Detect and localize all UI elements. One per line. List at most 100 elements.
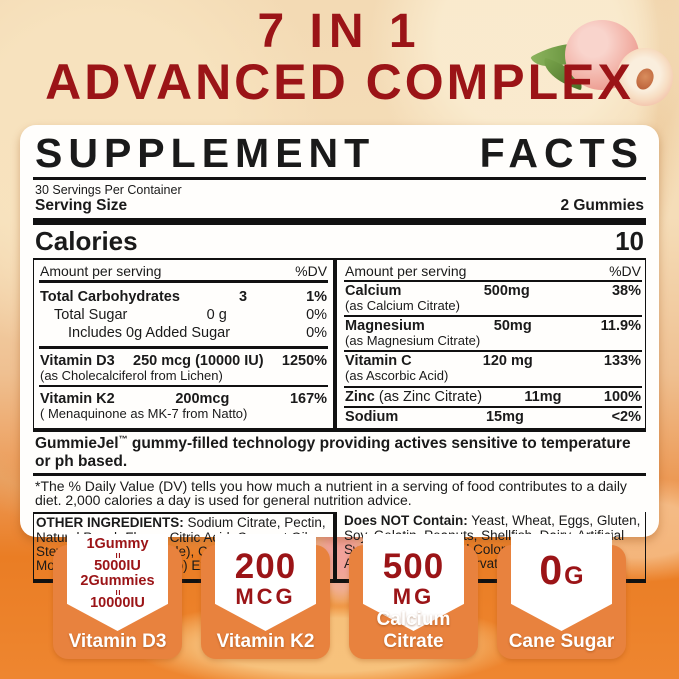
table-row: Total Sugar 0 g 0%	[39, 306, 328, 324]
nutrient-name: Magnesium	[345, 317, 425, 334]
header-line-2: ADVANCED COMPLEX	[45, 53, 634, 110]
nutrient-source: (as Zinc Citrate)	[374, 388, 483, 405]
badge-vitamin-k2: 200 MCG Vitamin K2	[201, 534, 330, 659]
nutrient-amount: 0 g	[206, 306, 227, 323]
divider	[33, 177, 646, 180]
nutrient-name: Vitamin D3	[40, 352, 115, 369]
nutrient-amount: 200mcg	[175, 390, 230, 407]
gummiejel-text: gummy-filled technology providing active…	[35, 434, 631, 470]
vitamin-c-block: Vitamin C 120 mg 133% (as Ascorbic Acid)	[344, 352, 642, 388]
calories-row: Calories 10	[33, 225, 646, 258]
badge-line: 5000IU	[94, 557, 141, 574]
badge-value: 0 G	[539, 550, 583, 591]
nutrient-dv: 1250%	[281, 352, 328, 369]
peach-icon	[525, 6, 675, 121]
nutrient-dv: 0%	[306, 324, 328, 341]
badge-line: 2Gummies	[80, 572, 155, 589]
nutrient-name: Calcium	[345, 282, 402, 299]
nutrient-name: Sodium	[345, 408, 399, 425]
nutrient-dv: <2%	[611, 408, 641, 425]
header-line-1: 7 IN 1	[257, 5, 422, 58]
calories-value: 10	[615, 225, 644, 256]
nutrient-amount: 3	[238, 288, 248, 305]
nutrient-dv: 38%	[611, 282, 641, 299]
nutrient-source: (as Cholecalciferol from Lichen)	[40, 367, 223, 383]
badge-value: 200	[234, 547, 297, 586]
nutrition-column-right: Amount per serving %DV Calcium 500mg 38%…	[337, 260, 645, 428]
badge-value: 1Gummy = 5000IU 2Gummies = 10000IU	[80, 534, 154, 611]
nutrient-dv: 133%	[603, 353, 641, 370]
serving-size-value: 2 Gummies	[560, 197, 644, 214]
nutrient-name: Zinc	[345, 388, 375, 405]
badge-label: Cane Sugar	[508, 631, 615, 652]
badge-shield: 1Gummy = 5000IU 2Gummies = 10000IU	[67, 534, 168, 631]
nutrient-name: Includes 0g Added Sugar	[68, 324, 231, 341]
badge-vitamin-d3: 1Gummy = 5000IU 2Gummies = 10000IU Vitam…	[53, 534, 182, 659]
badge-number: 0	[539, 547, 563, 593]
table-row: Magnesium 50mg 11.9%	[344, 317, 642, 335]
benefit-badges: 1Gummy = 5000IU 2Gummies = 10000IU Vitam…	[0, 534, 679, 659]
column-header: Amount per serving %DV	[39, 260, 329, 283]
other-ingredients-label: OTHER INGREDIENTS:	[36, 515, 184, 531]
table-row: Includes 0g Added Sugar 0%	[39, 324, 328, 342]
carbohydrate-group: Total Carbohydrates 3 1% Total Sugar 0 g…	[39, 283, 329, 349]
dv-header: %DV	[295, 262, 328, 279]
nutrient-name: Total Carbohydrates	[40, 288, 180, 305]
nutrient-amount: 50mg	[493, 317, 532, 334]
nutrient-dv: 167%	[289, 390, 328, 407]
sodium-block: Sodium 15mg <2%	[344, 408, 642, 426]
daily-value-footnote: *The % Daily Value (DV) tells you how mu…	[35, 477, 627, 509]
badge-label: Vitamin D3	[68, 631, 167, 652]
badge-cane-sugar: 0 G Cane Sugar	[497, 534, 626, 659]
magnesium-block: Magnesium 50mg 11.9% (as Magnesium Citra…	[344, 317, 642, 353]
amount-header: Amount per serving	[345, 262, 467, 279]
does-not-contain-label: Does NOT Contain:	[344, 513, 468, 529]
supplement-facts-title: SUPPLEMENT FACTS	[35, 130, 644, 176]
nutrient-amount: 250 mcg (10000 IU)	[133, 352, 264, 369]
badge-shield: 200 MCG	[215, 534, 316, 631]
nutrition-columns: Amount per serving %DV Total Carbohydrat…	[33, 259, 646, 428]
amount-header: Amount per serving	[40, 262, 162, 279]
nutrition-column-left: Amount per serving %DV Total Carbohydrat…	[34, 259, 338, 428]
badge-label: Calcium Citrate	[376, 609, 451, 652]
badge-unit: MG	[392, 584, 435, 609]
nutrient-dv: 1%	[306, 288, 328, 305]
table-row: Vitamin C 120 mg 133%	[344, 352, 642, 370]
thick-divider	[33, 427, 646, 432]
table-row: Total Carbohydrates 3 1%	[39, 288, 328, 306]
nutrient-amount: 11mg	[524, 388, 562, 405]
badge-label: Vitamin K2	[216, 631, 315, 652]
column-header: Amount per serving %DV	[344, 260, 642, 282]
equals-icon: =	[112, 589, 123, 596]
trademark-symbol: ™	[118, 433, 128, 444]
vitamin-k2-block: Vitamin K2 200mcg 167% ( Menaquinone as …	[39, 387, 328, 423]
badge-shield: 0 G	[511, 534, 612, 631]
nutrient-amount: 120 mg	[482, 353, 533, 370]
serving-size-label: Serving Size	[35, 197, 128, 214]
nutrient-source: (as Ascorbic Acid)	[345, 368, 449, 384]
nutrient-amount: 15mg	[485, 408, 524, 425]
dv-header: %DV	[609, 262, 641, 279]
nutrient-dv: 11.9%	[600, 317, 641, 334]
nutrient-source: (as Calcium Citrate)	[345, 297, 460, 313]
nutrient-name: Total Sugar	[54, 306, 128, 323]
badge-unit: G	[564, 562, 584, 590]
calories-label: Calories	[35, 225, 138, 256]
nutrient-dv: 100%	[603, 388, 641, 405]
nutrient-amount: 500mg	[483, 282, 530, 299]
table-row: Vitamin K2 200mcg 167%	[39, 390, 328, 408]
table-row: Sodium 15mg <2%	[344, 408, 642, 426]
table-row: Zinc (as Zinc Citrate) 11mg 100%	[344, 388, 642, 406]
gummiejel-brand: GummieJel	[35, 434, 119, 452]
nutrient-source: (as Magnesium Citrate)	[345, 332, 481, 348]
nutrient-name: Vitamin C	[345, 353, 412, 370]
serving-size-row: Serving Size 2 Gummies	[33, 197, 646, 218]
nutrient-source: ( Menaquinone as MK-7 from Natto)	[40, 405, 248, 421]
badge-value: 500	[382, 547, 445, 586]
badge-unit: MCG	[235, 584, 296, 609]
calcium-block: Calcium 500mg 38% (as Calcium Citrate)	[344, 282, 642, 317]
zinc-block: Zinc (as Zinc Citrate) 11mg 100%	[344, 388, 642, 408]
thick-divider	[33, 218, 646, 225]
nutrient-dv: 0%	[306, 306, 328, 323]
divider	[33, 257, 646, 260]
